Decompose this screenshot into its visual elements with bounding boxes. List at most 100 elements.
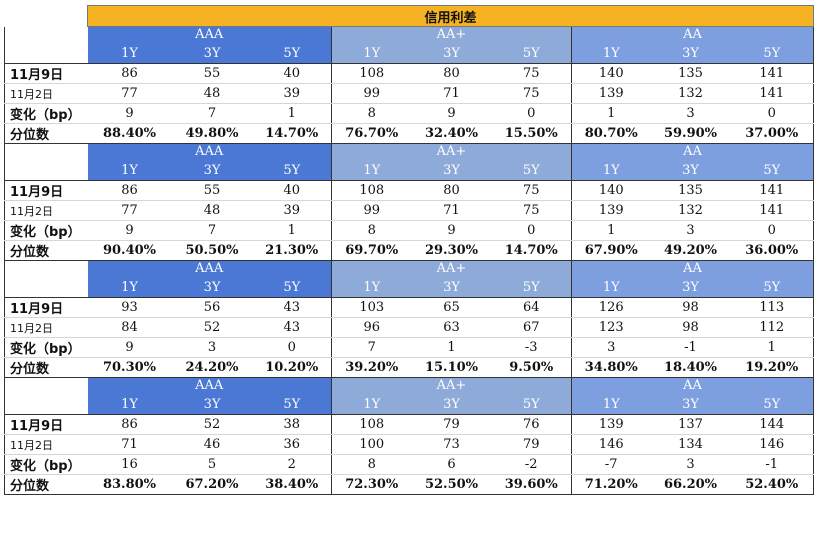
tenor-header-row: 1Y 3Y 5Y 1Y 3Y 5Y 1Y 3Y 5Y — [5, 394, 814, 415]
rating-header-row: 企业债 AAA AA+ AA — [4, 143, 814, 181]
table-cell: 1 — [571, 220, 651, 241]
table-cell: 79 — [411, 414, 492, 435]
table-cell: 75 — [491, 83, 572, 104]
table-cell: 99 — [331, 83, 412, 104]
table-cell: 135 — [650, 63, 731, 84]
tenor-header-3y: 3Y — [411, 160, 492, 181]
row-label: 11月9日 — [4, 414, 88, 435]
table-cell: 29.30% — [411, 240, 492, 261]
table-cell: 137 — [650, 414, 731, 435]
table-cell: 66.20% — [650, 474, 731, 495]
tenor-header-3y: 3Y — [650, 160, 731, 181]
table-cell: 108 — [331, 414, 412, 435]
rating-header-row: 公司债 AAA AA+ AA — [4, 377, 814, 415]
title-blank — [5, 6, 88, 27]
table-cell: 135 — [650, 180, 731, 201]
tenor-header-5y: 5Y — [491, 160, 572, 181]
rating-header-aa-plus: AA+ — [331, 260, 572, 277]
rating-header-aaa: AAA — [87, 143, 332, 160]
tenor-header-5y: 5Y — [252, 394, 332, 415]
table-cell: -7 — [571, 454, 651, 475]
table-cell: 77 — [87, 83, 172, 104]
table-cell: 32.40% — [411, 123, 492, 144]
table-cell: 75 — [491, 200, 572, 221]
section-name: 企业债 — [4, 143, 88, 181]
table-cell: 3 — [650, 220, 731, 241]
table-cell: 146 — [730, 434, 814, 455]
table-cell: 108 — [331, 63, 412, 84]
tenor-header-3y: 3Y — [650, 394, 731, 415]
rating-header-row: 城投 AAA AA+ AA — [4, 260, 814, 298]
table-cell: 72.30% — [331, 474, 412, 495]
table-row: 11月9日 86 52 38 108 79 76 139 137 144 — [4, 414, 814, 435]
row-label: 分位数 — [4, 474, 88, 495]
row-label: 变化（bp） — [4, 220, 88, 241]
table-cell: 69.70% — [331, 240, 412, 261]
rating-header-row: 中票 AAA AA+ AA — [4, 26, 814, 64]
table-cell: 141 — [730, 83, 814, 104]
table-cell: 123 — [571, 317, 651, 338]
table-row: 11月2日 84 52 43 96 63 67 123 98 112 — [4, 317, 814, 338]
tenor-header-row: 1Y 3Y 5Y 1Y 3Y 5Y 1Y 3Y 5Y — [5, 160, 814, 181]
tenor-header-1y: 1Y — [331, 277, 412, 298]
tenor-header-3y: 3Y — [650, 43, 731, 64]
tenor-header-1y: 1Y — [87, 43, 172, 64]
table-cell: 59.90% — [650, 123, 731, 144]
table-cell: 9 — [411, 220, 492, 241]
table-cell: 134 — [650, 434, 731, 455]
table-cell: 14.70% — [252, 123, 332, 144]
table-cell: 76.70% — [331, 123, 412, 144]
table-row: 11月9日 86 55 40 108 80 75 140 135 141 — [4, 63, 814, 84]
table-cell: 7 — [331, 337, 412, 358]
table-row: 变化（bp） 9 7 1 8 9 0 1 3 0 — [4, 103, 814, 124]
tenor-header-1y: 1Y — [87, 394, 172, 415]
table-cell: 1 — [252, 103, 332, 124]
table-cell: 80 — [411, 180, 492, 201]
table-cell: 0 — [252, 337, 332, 358]
table-cell: 141 — [730, 200, 814, 221]
row-label: 11月9日 — [4, 180, 88, 201]
table-cell: 8 — [331, 220, 412, 241]
table-cell: -1 — [650, 337, 731, 358]
table-cell: 0 — [730, 220, 814, 241]
section-name: 公司债 — [4, 377, 88, 415]
table-cell: 14.70% — [491, 240, 572, 261]
table-cell: 3 — [171, 337, 253, 358]
table-cell: 39.20% — [331, 357, 412, 378]
table-row: 11月2日 77 48 39 99 71 75 139 132 141 — [4, 83, 814, 104]
table-cell: 36.00% — [730, 240, 814, 261]
tenor-header-5y: 5Y — [491, 43, 572, 64]
table-cell: 9 — [87, 103, 172, 124]
table-cell: 37.00% — [730, 123, 814, 144]
table-cell: 1 — [411, 337, 492, 358]
table-cell: 71 — [411, 83, 492, 104]
credit-spread-table: 信用利差 中票 AAA AA+ AA 1Y 3Y 5Y 1Y 3Y 5Y 1Y 3Y 5Y 11月9日 86 5… — [4, 5, 814, 495]
table-cell: 36 — [252, 434, 332, 455]
tenor-header-3y: 3Y — [171, 394, 253, 415]
table-cell: 90.40% — [87, 240, 172, 261]
table-cell: -3 — [491, 337, 572, 358]
table-cell: 15.10% — [411, 357, 492, 378]
table-cell: 67.20% — [171, 474, 253, 495]
table-cell: 93 — [87, 297, 172, 318]
row-label: 分位数 — [4, 357, 88, 378]
row-label: 变化（bp） — [4, 103, 88, 124]
table-cell: 19.20% — [730, 357, 814, 378]
table-cell: 132 — [650, 200, 731, 221]
tenor-header-3y: 3Y — [171, 43, 253, 64]
table-cell: 99 — [331, 200, 412, 221]
table-cell: 39 — [252, 83, 332, 104]
table-cell: 140 — [571, 180, 651, 201]
table-cell: 34.80% — [571, 357, 651, 378]
table-cell: 86 — [87, 180, 172, 201]
table-cell: 39 — [252, 200, 332, 221]
row-label: 变化（bp） — [4, 337, 88, 358]
table-cell: 71 — [87, 434, 172, 455]
tenor-header-5y: 5Y — [252, 43, 332, 64]
table-cell: 8 — [331, 454, 412, 475]
table-cell: 7 — [171, 220, 253, 241]
table-cell: 67.90% — [571, 240, 651, 261]
tenor-header-5y: 5Y — [252, 277, 332, 298]
tenor-header-5y: 5Y — [491, 277, 572, 298]
tenor-header-3y: 3Y — [171, 277, 253, 298]
